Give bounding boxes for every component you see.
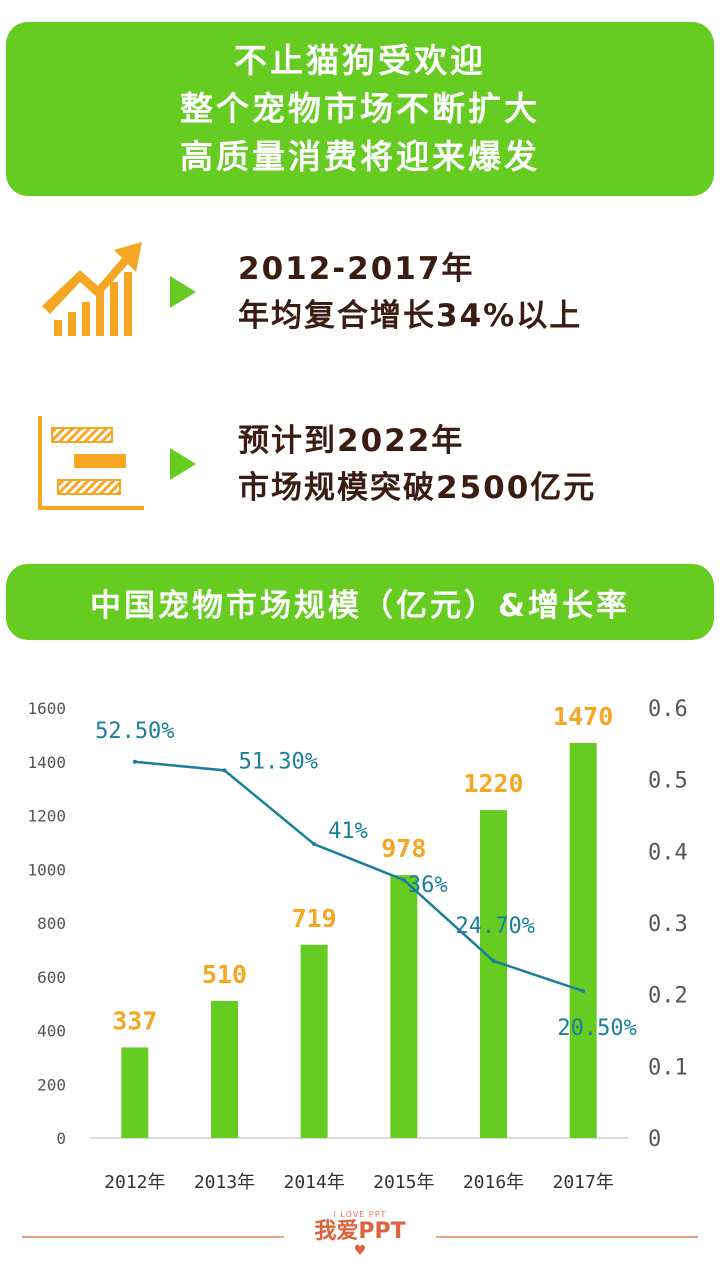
- stat-arrow-icon: [170, 276, 196, 308]
- left-tick-label: 200: [37, 1075, 66, 1094]
- stat-forecast: 预计到2022年 市场规模突破2500亿元: [0, 412, 720, 512]
- growth-chart-icon: [42, 242, 142, 336]
- growth-rate-label: 20.50%: [557, 1016, 636, 1041]
- growth-rate-point: [491, 958, 496, 963]
- gantt-chart-icon: [38, 416, 144, 510]
- right-tick-label: 0.6: [648, 697, 688, 722]
- bar: [390, 875, 418, 1138]
- left-tick-label: 1200: [27, 807, 66, 826]
- heart-icon: ♥: [353, 1243, 367, 1259]
- growth-rate-point: [312, 842, 317, 847]
- stat-text: 预计到2022年 市场规模突破2500亿元: [238, 418, 596, 512]
- market-size-chart: 0 200 400 600 800 1000 1200 1400 1600 0 0.1 0.2 0.3 0…: [27, 697, 688, 1193]
- left-tick-label: 1600: [27, 699, 66, 718]
- category-tick-label: 2016年: [463, 1172, 524, 1193]
- bar-data-label: 1220: [463, 769, 523, 798]
- stat-line-2: 市场规模突破2500亿元: [238, 470, 597, 506]
- category-tick-label: 2015年: [373, 1172, 434, 1193]
- stat-line-1: 2012-2017年: [238, 251, 475, 287]
- footer-divider-right: [436, 1236, 698, 1238]
- growth-rate-label: 52.50%: [95, 719, 174, 744]
- growth-rate-line: [134, 760, 584, 993]
- right-tick-label: 0.1: [648, 1055, 688, 1080]
- growth-rate-label: 51.30%: [239, 749, 318, 774]
- right-tick-label: 0.5: [648, 769, 688, 794]
- category-tick-label: 2017年: [552, 1172, 613, 1193]
- left-tick-label: 400: [37, 1022, 66, 1041]
- stat-arrow-icon: [170, 448, 196, 480]
- growth-rate-point: [581, 989, 586, 994]
- header-banner: 不止猫狗受欢迎 整个宠物市场不断扩大 高质量消费将迎来爆发: [6, 22, 714, 196]
- logo-text: 我爱PPT: [314, 1219, 406, 1244]
- header-line-2: 整个宠物市场不断扩大: [180, 89, 540, 128]
- bar-data-label: 978: [381, 834, 426, 863]
- growth-rate-label: 41%: [328, 819, 368, 844]
- bar: [569, 742, 597, 1138]
- stat-line-1: 预计到2022年: [238, 423, 465, 459]
- stat-growth: 2012-2017年 年均复合增长34%以上: [0, 240, 720, 340]
- growth-rate-point: [222, 768, 227, 773]
- growth-rate-label: 24.70%: [456, 914, 535, 939]
- stat-text: 2012-2017年 年均复合增长34%以上: [238, 246, 582, 340]
- chart-title-banner: 中国宠物市场规模（亿元）&增长率: [6, 564, 714, 640]
- bar: [211, 1000, 238, 1138]
- category-tick-label: 2012年: [104, 1172, 165, 1193]
- category-tick-label: 2013年: [194, 1172, 255, 1193]
- right-tick-label: 0.3: [648, 912, 688, 937]
- bar-data-label: 337: [112, 1006, 157, 1035]
- right-tick-label: 0.4: [648, 840, 688, 865]
- growth-rate-point: [132, 759, 137, 764]
- chart-title: 中国宠物市场规模（亿元）&增长率: [89, 587, 631, 624]
- bar: [480, 810, 507, 1138]
- bar: [300, 944, 328, 1138]
- logo-tagline: I LOVE PPT: [333, 1210, 387, 1219]
- bar-data-label: 510: [202, 960, 247, 989]
- left-tick-label: 1400: [27, 753, 66, 772]
- bar-data-label: 719: [292, 904, 337, 933]
- category-tick-label: 2014年: [283, 1172, 344, 1193]
- right-tick-label: 0: [648, 1127, 661, 1152]
- growth-rate-label: 36%: [408, 873, 448, 898]
- bar: [121, 1047, 149, 1138]
- left-tick-label: 800: [37, 914, 66, 933]
- bar-data-label: 1470: [553, 702, 613, 731]
- stat-line-2: 年均复合增长34%以上: [238, 298, 583, 334]
- logo: I LOVE PPT 我爱PPT ♥: [300, 1210, 420, 1270]
- growth-rate-point: [401, 878, 406, 882]
- header-line-3: 高质量消费将迎来爆发: [180, 137, 540, 176]
- left-tick-label: 1000: [27, 860, 66, 879]
- footer-divider-left: [22, 1236, 284, 1238]
- left-tick-label: 600: [37, 968, 66, 987]
- header-line-1: 不止猫狗受欢迎: [234, 41, 486, 80]
- left-tick-label: 0: [56, 1129, 66, 1148]
- right-tick-label: 0.2: [648, 984, 688, 1009]
